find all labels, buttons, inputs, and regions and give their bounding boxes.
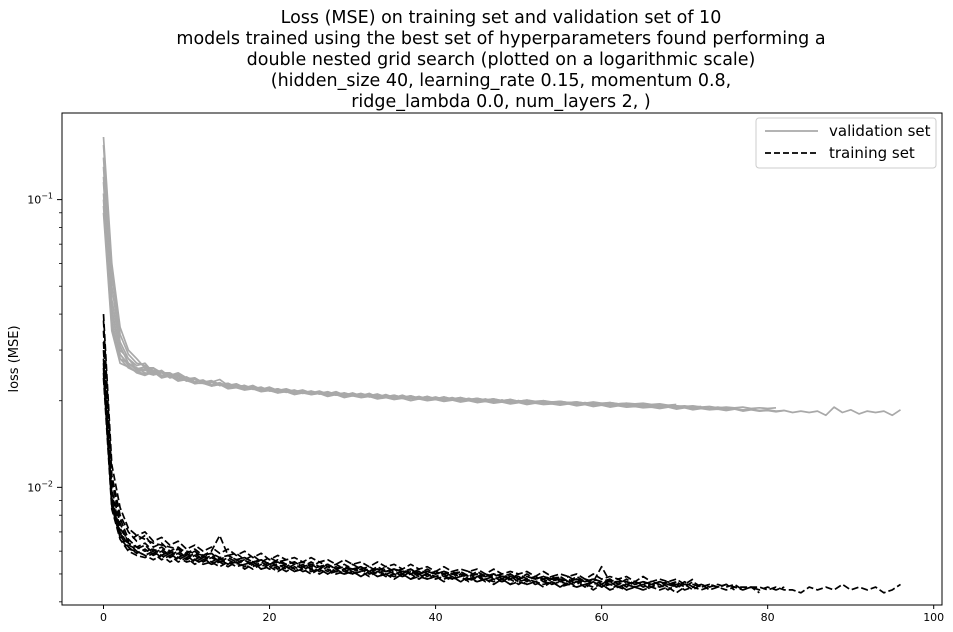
x-tick-label: 60	[595, 611, 609, 624]
x-tick-label: 20	[263, 611, 277, 624]
x-axis-ticks: 0 20 40 60 80 100	[100, 605, 944, 624]
title-line-4: (hidden_size 40, learning_rate 0.15, mom…	[271, 71, 731, 91]
y-axis-label: loss (MSE)	[7, 325, 22, 392]
title-line-1: Loss (MSE) on training set and validatio…	[281, 8, 722, 28]
y-tick-label: 10−1	[27, 192, 53, 207]
legend: validation set training set	[755, 117, 937, 169]
y-axis-ticks: 10−1 10−2	[27, 192, 62, 603]
plot-frame	[61, 112, 943, 606]
x-tick-label: 100	[923, 611, 944, 624]
title-line-5: ridge_lambda 0.0, num_layers 2, )	[351, 92, 651, 112]
training-run-5-line	[102, 350, 694, 586]
x-tick-label: 0	[100, 611, 107, 624]
x-tick-label: 80	[761, 611, 775, 624]
title-line-2: models trained using the best set of hyp…	[176, 29, 825, 49]
y-tick-label: 10−2	[27, 479, 53, 494]
plot-lines	[102, 136, 901, 594]
legend-label-validation: validation set	[829, 122, 931, 140]
chart-title: Loss (MSE) on training set and validatio…	[176, 8, 825, 112]
training-run-7-line	[102, 363, 760, 594]
x-tick-label: 40	[429, 611, 443, 624]
training-run-10-line	[102, 377, 644, 591]
title-line-3: double nested grid search (plotted on a …	[247, 50, 756, 70]
training-run-6-line	[102, 358, 677, 588]
validation-run-10-line	[102, 212, 677, 407]
legend-label-training: training set	[829, 144, 915, 162]
